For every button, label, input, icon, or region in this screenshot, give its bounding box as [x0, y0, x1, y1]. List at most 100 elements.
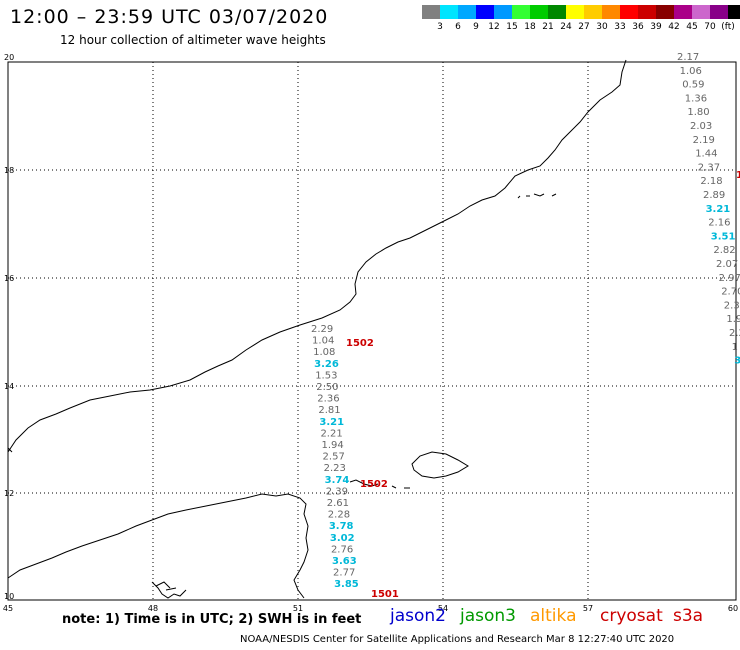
legend-label: 42: [668, 22, 680, 32]
track-right-value: 2.17: [677, 52, 699, 63]
track-center-value: 2.81: [318, 405, 340, 416]
legend-swatch: [638, 5, 656, 19]
legend-label: 3: [437, 22, 443, 32]
legend-swatch: [476, 5, 494, 19]
legend-label: 30: [596, 22, 608, 32]
track-right-value: 3: [734, 356, 740, 367]
track-center-value: 2.50: [316, 382, 338, 393]
legend-swatch: [440, 5, 458, 19]
legend-swatch: [548, 5, 566, 19]
legend-label: 12: [488, 22, 500, 32]
track-right-value: 2.37: [698, 162, 720, 173]
track-right-value: 3.21: [706, 204, 731, 215]
latitude-tick-label: 16: [4, 274, 14, 283]
track-center-value: 3.74: [325, 475, 350, 486]
map-title: 12:00 – 23:59 UTC 03/07/2020: [10, 6, 329, 28]
track-right-value: 1: [732, 342, 738, 353]
track-center-value: 2.77: [333, 568, 355, 579]
legend-swatch: [602, 5, 620, 19]
track-center-value: 3.78: [329, 521, 354, 532]
satellite-label-jason3: jason3: [460, 606, 516, 626]
track-center-value: 1.53: [315, 370, 337, 381]
legend-swatch: [458, 5, 476, 19]
legend-swatch: [512, 5, 530, 19]
latitude-tick-label: 14: [4, 382, 14, 391]
track-center-value: 2.21: [320, 428, 342, 439]
track-right-value: 1.80: [687, 107, 709, 118]
longitude-tick-label: 54: [438, 604, 448, 613]
legend-label: 27: [578, 22, 590, 32]
track-center-value: 2.76: [331, 544, 353, 555]
track-center-value: 2.23: [324, 463, 346, 474]
track-center-value: 1.08: [313, 347, 335, 358]
track-right-value: 2.70: [721, 287, 740, 298]
track-right-value: 2.16: [708, 218, 730, 229]
track-right-value: 2.82: [713, 245, 735, 256]
longitude-tick-label: 45: [3, 604, 13, 613]
latitude-ticks: 20 18 16 14 12 10: [4, 53, 14, 601]
track-center-value: 2.28: [328, 510, 350, 521]
legend-swatch: [530, 5, 548, 19]
track-right-value: 2.19: [693, 135, 715, 146]
track-right-value: 2.03: [690, 121, 712, 132]
legend-label: 18: [524, 22, 536, 32]
coastline: [7, 59, 627, 599]
latitude-tick-label: 10: [4, 592, 14, 601]
color-legend: 3 6 9 12 15 18 21 24 27 30 33 36 39 42 45 70 (ft): [422, 5, 740, 34]
track-center-value: 2.57: [323, 452, 345, 463]
track-right-value: 1.9: [726, 314, 740, 325]
track-center-value: 2.61: [327, 498, 349, 509]
track-right-value: 1.06: [680, 66, 702, 77]
pass-labels: 1502 1502 1501: [346, 338, 399, 600]
track-right-value: 2.07: [716, 259, 738, 270]
longitude-tick-label: 60: [728, 604, 738, 613]
track-right-value: 0.59: [682, 80, 704, 91]
note-text: note: 1) Time is in UTC; 2) SWH is in fe…: [62, 612, 362, 627]
legend-swatch: [656, 5, 674, 19]
track-center-value: 3.63: [332, 556, 357, 567]
legend-swatch: [584, 5, 602, 19]
legend-swatch: [674, 5, 692, 19]
legend-label: 15: [506, 22, 518, 32]
legend-label: 24: [560, 22, 572, 32]
satellite-label-jason2: jason2: [390, 606, 446, 626]
legend-label: 6: [455, 22, 461, 32]
track-right-value: 1.44: [695, 149, 717, 160]
track-right-value: 2.89: [703, 190, 725, 201]
track-center-value: 1.94: [322, 440, 344, 451]
latitude-tick-label: 18: [4, 166, 14, 175]
legend-labels: 3 6 9 12 15 18 21 24 27 30 33 36 39 42 45 70 (ft): [422, 22, 740, 34]
pass-label: 1502: [346, 338, 374, 349]
satellite-label-cryosat: cryosat: [600, 606, 663, 626]
legend-swatch: [494, 5, 512, 19]
track-right-value: 2.97: [719, 273, 740, 284]
map-subtitle: 12 hour collection of altimeter wave hei…: [60, 33, 326, 47]
pass-label: 1502: [360, 479, 388, 490]
track-center-value: 2.39: [326, 486, 348, 497]
satellite-label-s3a: s3a: [673, 606, 704, 626]
legend-label: 45: [686, 22, 698, 32]
legend-swatch: [422, 5, 440, 19]
grid-lines: [8, 62, 736, 600]
track-right-value: 2.18: [700, 176, 722, 187]
legend-swatches: [422, 5, 740, 19]
track-center-value: 2.29: [311, 324, 333, 335]
legend-swatch: [728, 5, 740, 19]
track-right-value: 2.3: [724, 300, 740, 311]
legend-label: 39: [650, 22, 662, 32]
legend-label: 9: [473, 22, 479, 32]
track-center-value: 3.21: [319, 417, 344, 428]
track-right-value: 2.2: [729, 328, 740, 339]
track-right-value: 3.51: [711, 231, 736, 242]
track-center-value: 3.85: [334, 579, 359, 590]
track-right: 2.17 1.06 0.59 1.36 1.80 2.03 2.19 1.44 2.37 2.18…: [677, 52, 740, 367]
track-center-value: 3.02: [330, 533, 355, 544]
longitude-ticks: 45 48 51 54 57 60: [3, 604, 738, 613]
legend-label: 33: [614, 22, 626, 32]
longitude-tick-label: 48: [148, 604, 158, 613]
track-center-value: 2.36: [317, 394, 339, 405]
pass-label: 1501: [371, 589, 399, 600]
legend-label: (ft): [721, 22, 735, 32]
legend-label: 21: [542, 22, 554, 32]
